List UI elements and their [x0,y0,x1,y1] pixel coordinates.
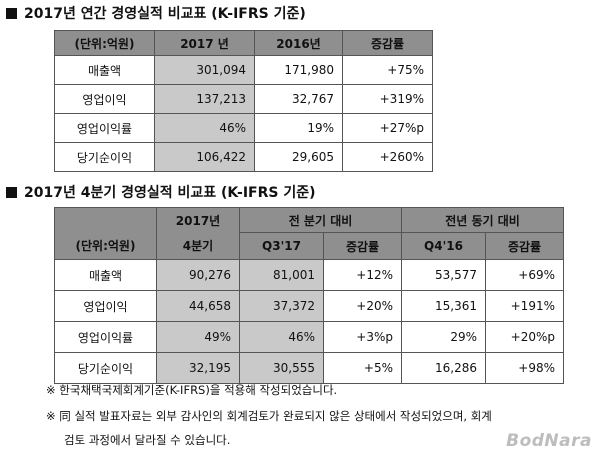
value-q4-17: 32,195 [156,352,240,384]
value-change: +260% [342,142,433,172]
table-row: 영업이익 137,213 32,767 +319% [54,84,433,114]
header-prev-quarter-group: 전 분기 대비 [239,207,402,233]
bodnara-logo: BodNara [506,431,592,451]
value-q3-17: 37,372 [239,290,324,322]
value-q4-16: 16,286 [401,352,486,384]
value-change: +75% [342,55,433,85]
value-2017: 46% [154,113,255,143]
header-q4-2017: 4분기 [156,232,240,260]
row-label: 영업이익 [54,84,155,114]
header-unit: (단위:억원) [54,30,155,56]
value-q4-16: 53,577 [401,259,486,291]
value-q4-16: 15,361 [401,290,486,322]
header-unit: (단위:억원) [54,232,157,260]
value-yoy: +20%p [485,321,564,353]
header-yoy-change: 증감률 [485,232,564,260]
table-row: 당기순이익 106,422 29,605 +260% [54,142,433,172]
annual-results-table: (단위:억원) 2017 년 2016년 증감률 매출액 301,094 171… [54,30,433,172]
value-2016: 29,605 [254,142,343,172]
value-2016: 32,767 [254,84,343,114]
table-row: 매출액 90,276 81,001 +12% 53,577 +69% [54,259,564,291]
quarterly-table-title: 2017년 4분기 경영실적 비교표 (K-IFRS 기준) [6,185,316,201]
value-q4-17: 44,658 [156,290,240,322]
table-row: 매출액 301,094 171,980 +75% [54,55,433,85]
value-q3-17: 30,555 [239,352,324,384]
value-2016: 171,980 [254,55,343,85]
value-qoq: +20% [323,290,402,322]
value-q4-17: 49% [156,321,240,353]
row-label: 영업이익 [54,290,157,322]
value-yoy: +98% [485,352,564,384]
note-disclaimer-line2: 검토 과정에서 달라질 수 있습니다. [64,433,231,447]
annual-table-title: 2017년 연간 경영실적 비교표 (K-IFRS 기준) [6,6,306,22]
header-unit-top [54,207,157,233]
table-row: 당기순이익 32,195 30,555 +5% 16,286 +98% [54,352,564,384]
header-qoq-change: 증감률 [323,232,402,260]
row-label: 당기순이익 [54,142,155,172]
header-2016: 2016년 [254,30,343,56]
value-q4-17: 90,276 [156,259,240,291]
value-q3-17: 46% [239,321,324,353]
header-q4-16: Q4'16 [401,232,486,260]
value-qoq: +5% [323,352,402,384]
note-kifrs: ※ 한국채택국제회계기준(K-IFRS)을 적용해 작성되었습니다. [46,383,338,397]
table-row: 영업이익 44,658 37,372 +20% 15,361 +191% [54,290,564,322]
row-label: 매출액 [54,55,155,85]
header-prev-year-group: 전년 동기 대비 [401,207,564,233]
value-2017: 106,422 [154,142,255,172]
note-disclaimer-line1: ※ 同 실적 발표자료는 외부 감사인의 회계검토가 완료되지 않은 상태에서 … [46,409,492,423]
row-label: 영업이익률 [54,321,157,353]
value-change: +27%p [342,113,433,143]
square-bullet-icon [6,8,17,19]
value-change: +319% [342,84,433,114]
header-change: 증감률 [342,30,433,56]
table-row: 영업이익률 49% 46% +3%p 29% +20%p [54,321,564,353]
annual-title-text: 2017년 연간 경영실적 비교표 (K-IFRS 기준) [24,6,306,22]
header-q3-17: Q3'17 [239,232,324,260]
value-q3-17: 81,001 [239,259,324,291]
row-label: 영업이익률 [54,113,155,143]
header-2017: 2017 년 [154,30,255,56]
row-label: 당기순이익 [54,352,157,384]
value-qoq: +3%p [323,321,402,353]
value-yoy: +191% [485,290,564,322]
header-2017-year: 2017년 [156,207,240,233]
value-2017: 137,213 [154,84,255,114]
value-2016: 19% [254,113,343,143]
value-qoq: +12% [323,259,402,291]
value-q4-16: 29% [401,321,486,353]
table-row: 영업이익률 46% 19% +27%p [54,113,433,143]
square-bullet-icon [6,187,17,198]
quarterly-results-table: 2017년 전 분기 대비 전년 동기 대비 (단위:억원) 4분기 Q3'17… [54,207,564,384]
value-2017: 301,094 [154,55,255,85]
quarterly-title-text: 2017년 4분기 경영실적 비교표 (K-IFRS 기준) [24,185,316,201]
row-label: 매출액 [54,259,157,291]
value-yoy: +69% [485,259,564,291]
